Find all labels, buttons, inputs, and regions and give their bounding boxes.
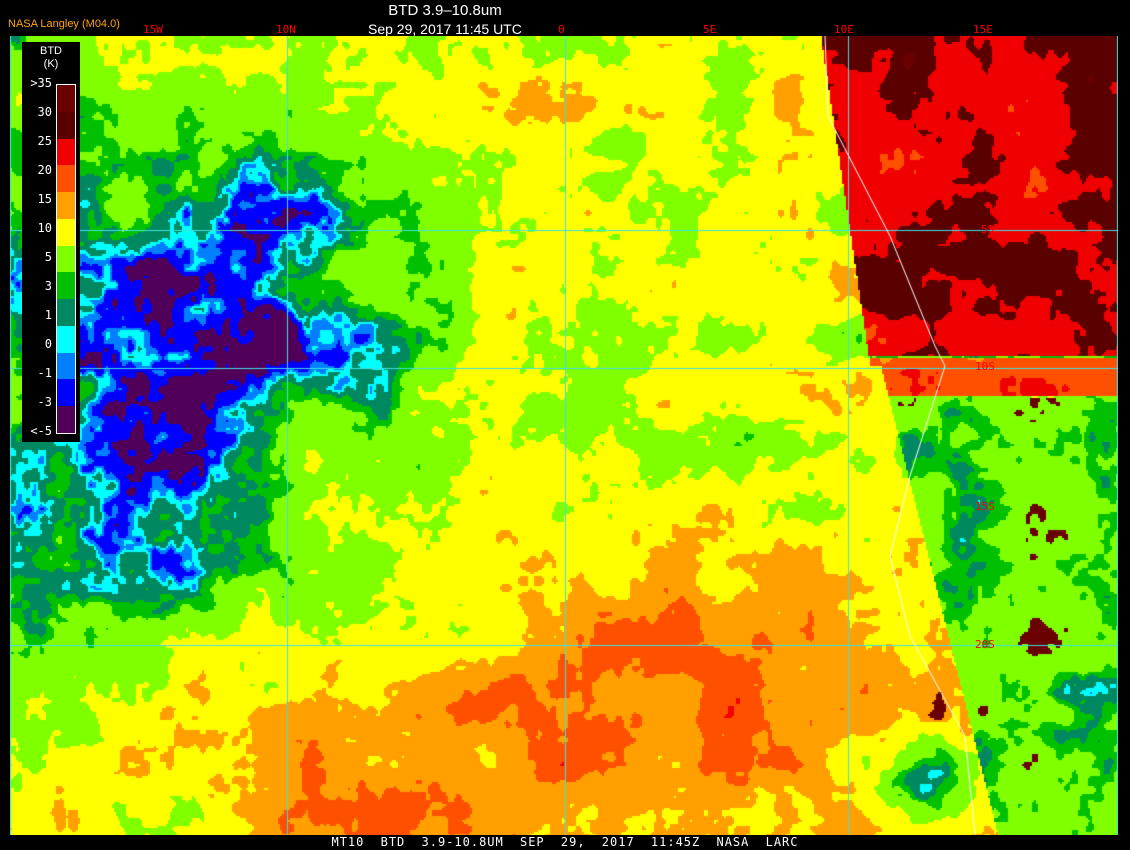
legend-label: 5 bbox=[44, 250, 52, 264]
legend-label: >35 bbox=[30, 76, 52, 90]
credit-label: NASA Langley (M04.0) bbox=[8, 18, 120, 30]
legend-label: 10 bbox=[37, 221, 52, 235]
legend-swatch bbox=[57, 272, 75, 300]
product-title: BTD 3.9–10.8um bbox=[388, 2, 502, 19]
legend-label: 3 bbox=[44, 279, 52, 293]
legend-title: BTD bbox=[40, 45, 62, 57]
legend-swatch bbox=[57, 325, 75, 353]
lat-label: 15S bbox=[975, 500, 995, 513]
lon-label: 15E bbox=[973, 23, 993, 36]
legend-swatch bbox=[57, 299, 75, 326]
legend-label: 30 bbox=[37, 105, 52, 119]
lon-label: 0 bbox=[558, 23, 565, 36]
lon-label: 10N bbox=[276, 23, 296, 36]
legend-label: 15 bbox=[37, 192, 52, 206]
lat-label: 20S bbox=[975, 638, 995, 651]
legend-unit: (K) bbox=[43, 58, 59, 70]
legend-label: 0 bbox=[44, 337, 52, 351]
legend-label: 20 bbox=[37, 163, 52, 177]
lon-label: 10E bbox=[834, 23, 854, 36]
legend-color-bar bbox=[56, 84, 76, 434]
lon-label: 15W bbox=[143, 23, 163, 36]
legend-swatch bbox=[57, 192, 75, 219]
legend-swatch bbox=[57, 245, 75, 273]
legend-label: -3 bbox=[37, 395, 52, 409]
legend-swatch bbox=[57, 352, 75, 380]
legend-swatch bbox=[57, 406, 75, 433]
timestamp: Sep 29, 2017 11:45 UTC bbox=[368, 21, 522, 37]
legend-swatch bbox=[57, 379, 75, 407]
legend-swatch bbox=[57, 218, 75, 246]
legend-label: 25 bbox=[37, 134, 52, 148]
lat-label: 5S bbox=[981, 223, 995, 236]
legend-swatch bbox=[57, 138, 75, 166]
legend-label: <-5 bbox=[30, 424, 52, 438]
lat-label: 10S bbox=[975, 360, 995, 373]
lon-label: 5E bbox=[703, 23, 717, 36]
footer-caption: MT10 BTD 3.9-10.8UM SEP 29, 2017 11:45Z … bbox=[331, 835, 799, 849]
legend-swatch bbox=[57, 111, 75, 139]
btd-satellite-map[interactable] bbox=[10, 36, 1118, 835]
legend-swatch bbox=[57, 85, 75, 112]
legend-swatch bbox=[57, 165, 75, 193]
legend-label: -1 bbox=[37, 366, 52, 380]
color-legend: BTD (K) >35 30 25 20 15 10 5 3 1 0 -1 -3 <-5 bbox=[22, 42, 80, 442]
legend-label: 1 bbox=[44, 308, 52, 322]
